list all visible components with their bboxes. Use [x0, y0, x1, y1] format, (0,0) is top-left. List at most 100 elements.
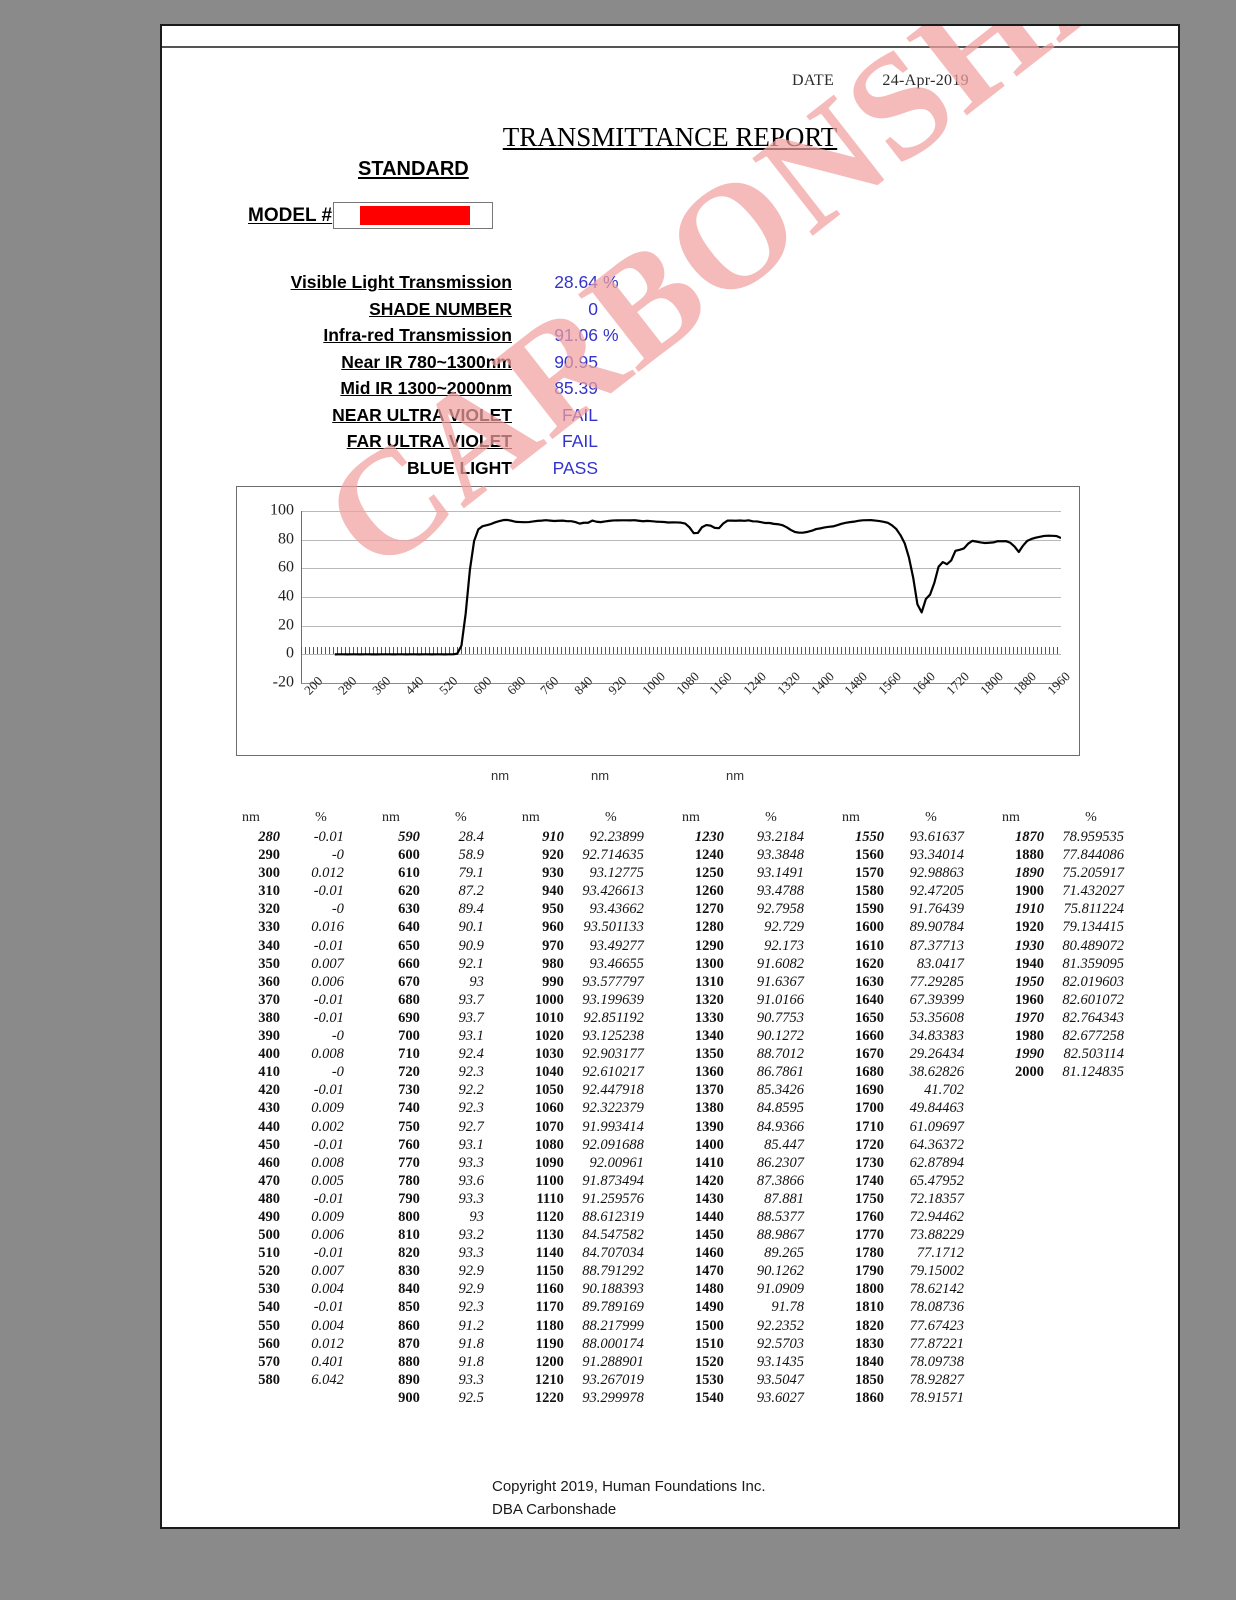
data-column: nm% 590 28.4 600 58.9 610 79.1 620 87.2 630 89.4 64… — [362, 810, 502, 1407]
cell-transmittance: 75.205917 — [1062, 865, 1125, 882]
cell-wavelength: 1480 — [694, 1281, 724, 1298]
cell-transmittance: 93.4788 — [756, 883, 804, 900]
cell-wavelength: 530 — [258, 1281, 280, 1298]
table-row: 1260 93.4788 — [662, 882, 822, 900]
date-value: 24-Apr-2019 — [882, 72, 969, 89]
cell-transmittance: 0.009 — [311, 1100, 344, 1117]
table-row: 850 92.3 — [362, 1298, 502, 1316]
cell-transmittance: 93.426613 — [582, 883, 644, 900]
cell-transmittance: 77.87221 — [909, 1335, 964, 1352]
cell-wavelength: 1950 — [1014, 973, 1044, 990]
table-row: 1150 88.791292 — [502, 1262, 662, 1280]
table-row: 760 93.1 — [362, 1136, 502, 1154]
transmittance-chart: 100 80 60 40 20 0 -20 200 280 360 440 520 600 680 760… — [236, 486, 1080, 756]
cell-wavelength: 860 — [398, 1317, 420, 1334]
cell-wavelength: 280 — [258, 829, 280, 845]
cell-transmittance: 85.447 — [764, 1136, 804, 1153]
cell-transmittance: -0 — [331, 847, 344, 864]
cell-transmittance: 91.0909 — [756, 1281, 804, 1298]
header-nm: nm — [381, 810, 400, 825]
cell-transmittance: 82.677258 — [1062, 1028, 1125, 1045]
cell-transmittance: 28.4 — [458, 829, 484, 845]
table-row: 870 91.8 — [362, 1335, 502, 1353]
cell-transmittance: -0.01 — [313, 1082, 344, 1099]
document-page-frame: DATE 24-Apr-2019 TRANSMITTANCE REPORT ST… — [136, 0, 1212, 1567]
chart-y-tick-label: 0 — [286, 644, 294, 662]
cell-wavelength: 1870 — [1014, 829, 1044, 845]
cell-wavelength: 1120 — [535, 1208, 564, 1225]
table-row: 330 0.016 — [222, 918, 362, 936]
cell-wavelength: 1300 — [694, 955, 724, 972]
data-column-header: nm% — [362, 810, 502, 826]
cell-transmittance: 91.288901 — [582, 1353, 644, 1370]
cell-transmittance: 87.881 — [764, 1190, 804, 1207]
cell-wavelength: 350 — [258, 955, 280, 972]
date-row: DATE 24-Apr-2019 — [792, 72, 969, 90]
cell-wavelength: 320 — [258, 901, 280, 918]
cell-wavelength: 330 — [258, 919, 280, 936]
table-row: 620 87.2 — [362, 882, 502, 900]
cell-wavelength: 1640 — [854, 991, 884, 1008]
cell-wavelength: 1760 — [854, 1208, 884, 1225]
cell-wavelength: 680 — [398, 991, 420, 1008]
cell-wavelength: 920 — [542, 847, 564, 864]
table-row: 560 0.012 — [222, 1335, 362, 1353]
table-row: 1220 93.299978 — [502, 1389, 662, 1407]
table-row: 1520 93.1435 — [662, 1353, 822, 1371]
chart-x-axis-ticks: 200 280 360 440 520 600 680 760 840 920 1000 1080 11… — [301, 669, 1073, 743]
table-row: 750 92.7 — [362, 1118, 502, 1136]
cell-wavelength: 1740 — [854, 1172, 884, 1189]
table-row: 370 -0.01 — [222, 991, 362, 1009]
table-row: 570 0.401 — [222, 1353, 362, 1371]
cell-wavelength: 1280 — [694, 919, 724, 936]
cell-wavelength: 740 — [398, 1100, 420, 1117]
cell-transmittance: 93.2184 — [756, 829, 804, 845]
cell-wavelength: 2000 — [1014, 1064, 1044, 1081]
chart-y-tick-label: 40 — [278, 587, 294, 605]
table-row: 1110 91.259576 — [502, 1190, 662, 1208]
table-row: 490 0.009 — [222, 1208, 362, 1226]
cell-wavelength: 1590 — [854, 901, 884, 918]
cell-wavelength: 1030 — [534, 1046, 564, 1063]
cell-wavelength: 1710 — [854, 1118, 884, 1135]
metric-label: Near IR 780~1300nm — [341, 351, 512, 372]
cell-transmittance: 78.92827 — [909, 1371, 964, 1388]
table-row: 890 93.3 — [362, 1371, 502, 1389]
cell-wavelength: 480 — [258, 1190, 280, 1207]
cell-transmittance: 87.3866 — [756, 1172, 804, 1189]
table-row: 1160 90.188393 — [502, 1280, 662, 1298]
table-row: 480 -0.01 — [222, 1190, 362, 1208]
header-pct: % — [455, 810, 467, 825]
cell-transmittance: -0.01 — [313, 1299, 344, 1316]
table-row: 1880 77.844086 — [982, 846, 1142, 864]
table-row: 1250 93.1491 — [662, 864, 822, 882]
cell-transmittance: 78.959535 — [1062, 829, 1125, 845]
table-row: 810 93.2 — [362, 1226, 502, 1244]
table-row: 710 92.4 — [362, 1045, 502, 1063]
cell-wavelength: 610 — [398, 865, 420, 882]
cell-wavelength: 1330 — [694, 1009, 724, 1026]
cell-wavelength: 1510 — [694, 1335, 724, 1352]
table-row: 1890 75.205917 — [982, 864, 1142, 882]
cell-wavelength: 1270 — [694, 901, 724, 918]
cell-transmittance: 0.006 — [311, 973, 344, 990]
table-row: 1480 91.0909 — [662, 1280, 822, 1298]
cell-wavelength: 1560 — [854, 847, 884, 864]
cell-transmittance: 92.729 — [764, 919, 804, 936]
cell-transmittance: 58.9 — [458, 847, 484, 864]
cell-wavelength: 370 — [258, 991, 280, 1008]
cell-wavelength: 1400 — [694, 1136, 724, 1153]
cell-transmittance: 65.47952 — [909, 1172, 964, 1189]
table-row: 1030 92.903177 — [502, 1045, 662, 1063]
table-row: 1040 92.610217 — [502, 1063, 662, 1081]
cell-wavelength: 340 — [258, 937, 280, 954]
cell-wavelength: 540 — [258, 1299, 280, 1316]
date-label: DATE — [792, 72, 835, 89]
model-number-field[interactable] — [333, 202, 494, 229]
cell-transmittance: 92.00961 — [589, 1154, 644, 1171]
table-row: 500 0.006 — [222, 1226, 362, 1244]
cell-transmittance: 78.08736 — [909, 1299, 964, 1316]
table-row: 960 93.501133 — [502, 918, 662, 936]
cell-transmittance: 93.2 — [458, 1227, 484, 1244]
table-row: 1240 93.3848 — [662, 846, 822, 864]
